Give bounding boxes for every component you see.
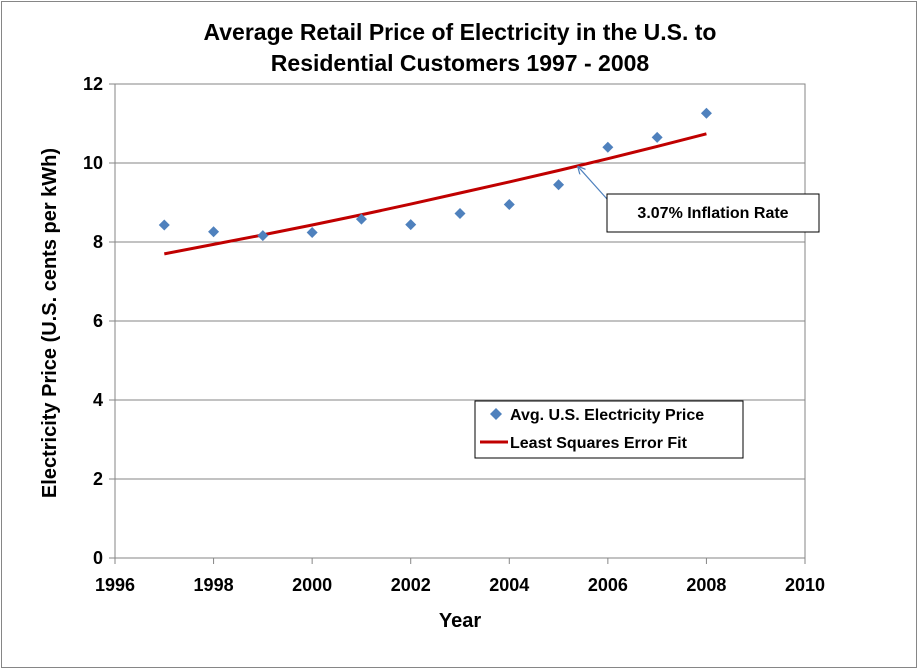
data-point-2001 [355, 213, 367, 225]
y-axis-label: Electricity Price (U.S. cents per kWh) [39, 148, 61, 498]
fit-line [164, 132, 707, 256]
y-tick-label: 4 [93, 390, 103, 410]
x-axis-label: Year [439, 610, 481, 632]
y-tick-label: 2 [93, 469, 103, 489]
legend-marker-diamond [490, 408, 502, 420]
data-point-2003 [454, 208, 466, 220]
y-axis-ticks: 0 2 4 6 8 10 12 [83, 74, 115, 568]
data-point-2002 [405, 219, 417, 231]
x-tick-label: 2002 [391, 575, 431, 595]
annotation-arrow [578, 167, 608, 200]
x-tick-label: 2004 [489, 575, 529, 595]
price-markers-series [158, 107, 712, 242]
y-tick-label: 0 [93, 548, 103, 568]
fit-line-series [164, 132, 707, 256]
legend-box [474, 400, 744, 459]
legend: Avg. U.S. Electricity Price Least Square… [474, 400, 744, 459]
annotation-text: 3.07% Inflation Rate [637, 205, 788, 222]
data-point-2007 [651, 131, 663, 143]
x-axis-ticks: 1996 1998 2000 2002 2004 2006 2008 2010 [95, 558, 825, 595]
data-point-1999 [257, 230, 269, 242]
x-tick-label: 2010 [785, 575, 825, 595]
legend-label-price: Avg. U.S. Electricity Price [510, 407, 704, 424]
chart-title-line-2: Residential Customers 1997 - 2008 [271, 50, 650, 76]
y-tick-label: 10 [83, 153, 103, 173]
data-point-2000 [306, 227, 318, 239]
gridlines [115, 83, 805, 559]
x-tick-label: 2000 [292, 575, 332, 595]
data-point-2005 [553, 179, 565, 191]
data-point-1997 [158, 219, 170, 231]
data-point-2008 [700, 107, 712, 119]
legend-label-fit: Least Squares Error Fit [510, 435, 688, 452]
x-tick-label: 1996 [95, 575, 135, 595]
data-point-1998 [208, 226, 220, 238]
data-point-2004 [503, 198, 515, 210]
data-point-2006 [602, 141, 614, 153]
y-tick-label: 8 [93, 232, 103, 252]
y-tick-label: 6 [93, 311, 103, 331]
x-tick-label: 2006 [588, 575, 628, 595]
chart-title-line-1: Average Retail Price of Electricity in t… [204, 19, 717, 45]
x-tick-label: 2008 [686, 575, 726, 595]
annotation: 3.07% Inflation Rate [578, 167, 820, 233]
annotation-box [606, 193, 820, 233]
x-tick-label: 1998 [194, 575, 234, 595]
y-tick-label: 12 [83, 74, 103, 94]
